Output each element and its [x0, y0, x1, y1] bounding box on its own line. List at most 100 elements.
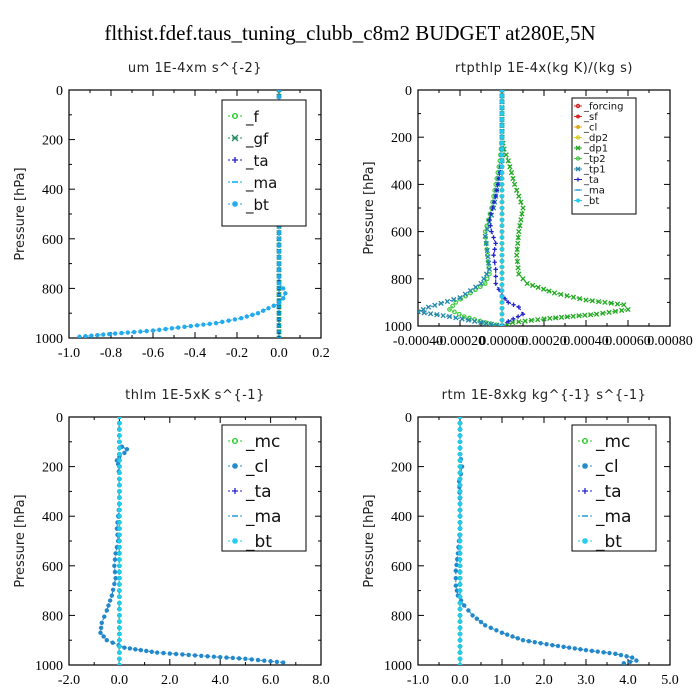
data-point — [271, 303, 276, 308]
data-point — [499, 152, 505, 158]
legend-label: _bt — [595, 532, 622, 552]
data-point — [276, 255, 282, 260]
data-point — [117, 476, 122, 482]
y-tick-label: 600 — [42, 233, 63, 248]
data-point — [117, 495, 122, 500]
data-point — [144, 648, 149, 654]
data-point — [583, 297, 589, 303]
data-point — [109, 593, 115, 598]
data-point — [117, 464, 122, 469]
legend-entry: _mc — [578, 432, 630, 452]
data-point — [457, 421, 463, 426]
data-point — [276, 230, 282, 235]
y-tick-label: 600 — [42, 560, 63, 575]
data-point — [510, 634, 515, 639]
data-point — [519, 211, 525, 217]
data-point — [499, 135, 505, 140]
data-point — [281, 286, 286, 291]
data-point — [117, 631, 122, 637]
legend-entry: _ma — [574, 186, 605, 197]
data-point — [457, 588, 463, 593]
legend-label: _cl — [583, 123, 597, 134]
data-point — [276, 274, 282, 280]
data-point — [570, 294, 577, 300]
data-point — [619, 307, 625, 314]
y-tick-label: 400 — [42, 510, 63, 525]
data-point — [452, 309, 457, 315]
data-point — [483, 623, 488, 628]
data-point — [486, 260, 492, 266]
data-point — [491, 253, 496, 258]
data-point — [499, 323, 505, 326]
data-point — [526, 638, 532, 644]
data-point — [188, 323, 193, 329]
data-point — [540, 286, 547, 292]
data-point — [276, 268, 282, 273]
data-point — [117, 445, 122, 451]
data-point — [127, 646, 133, 651]
data-point — [499, 129, 505, 134]
data-point — [457, 631, 463, 637]
data-point — [491, 199, 497, 205]
data-point — [493, 281, 498, 286]
data-point — [281, 660, 286, 665]
x-tick-label: -1.0 — [407, 673, 429, 688]
data-point — [425, 304, 432, 310]
data-point — [117, 452, 122, 457]
data-point — [457, 514, 463, 519]
data-point — [266, 306, 271, 311]
data-point — [492, 260, 497, 265]
data-point — [117, 470, 122, 475]
y-tick-label: 600 — [391, 226, 412, 241]
data-point — [117, 638, 122, 643]
data-point — [276, 94, 282, 99]
data-point — [163, 326, 168, 332]
data-point — [499, 182, 505, 187]
data-point — [457, 445, 463, 451]
data-point — [457, 489, 463, 494]
data-point — [457, 600, 463, 606]
data-point — [213, 320, 219, 326]
x-tick-label: 0.0 — [111, 673, 129, 688]
data-point — [511, 181, 518, 188]
data-point — [117, 433, 122, 438]
legend: _mc _cl _ta _ma _bt — [571, 424, 657, 552]
data-point — [499, 235, 505, 240]
data-point — [167, 651, 172, 656]
data-point — [122, 645, 127, 650]
data-point — [457, 495, 463, 500]
data-point — [457, 476, 463, 482]
data-point — [255, 657, 261, 663]
data-point — [515, 234, 521, 241]
legend-marker — [232, 157, 238, 163]
data-point — [607, 650, 612, 656]
legend-marker — [232, 112, 239, 119]
legend-label: _sf — [583, 112, 598, 123]
data-point — [457, 656, 463, 661]
data-point — [520, 205, 526, 211]
y-tick-label: 1000 — [384, 320, 412, 335]
legend-marker — [231, 134, 239, 142]
legend-marker — [576, 114, 580, 119]
data-point — [514, 187, 520, 193]
data-point — [281, 296, 286, 301]
data-point — [276, 301, 282, 306]
y-axis-label: Pressure [hPa] — [362, 494, 377, 587]
data-point — [499, 194, 505, 199]
data-point — [505, 158, 511, 164]
data-point — [499, 276, 505, 281]
x-tick-label: 2.0 — [161, 673, 179, 688]
data-point — [457, 582, 463, 587]
data-point — [117, 588, 122, 593]
plot-area — [418, 90, 631, 326]
series-dp1 — [499, 90, 631, 326]
data-point — [564, 293, 570, 299]
y-axis-label: Pressure [hPa] — [13, 494, 28, 587]
legend-marker — [576, 125, 580, 129]
data-point — [444, 298, 451, 305]
legend-label: _mc — [245, 432, 280, 452]
data-point — [457, 439, 463, 444]
data-point — [499, 188, 505, 193]
data-point — [457, 470, 463, 475]
legend-entry: _gf — [228, 130, 269, 149]
